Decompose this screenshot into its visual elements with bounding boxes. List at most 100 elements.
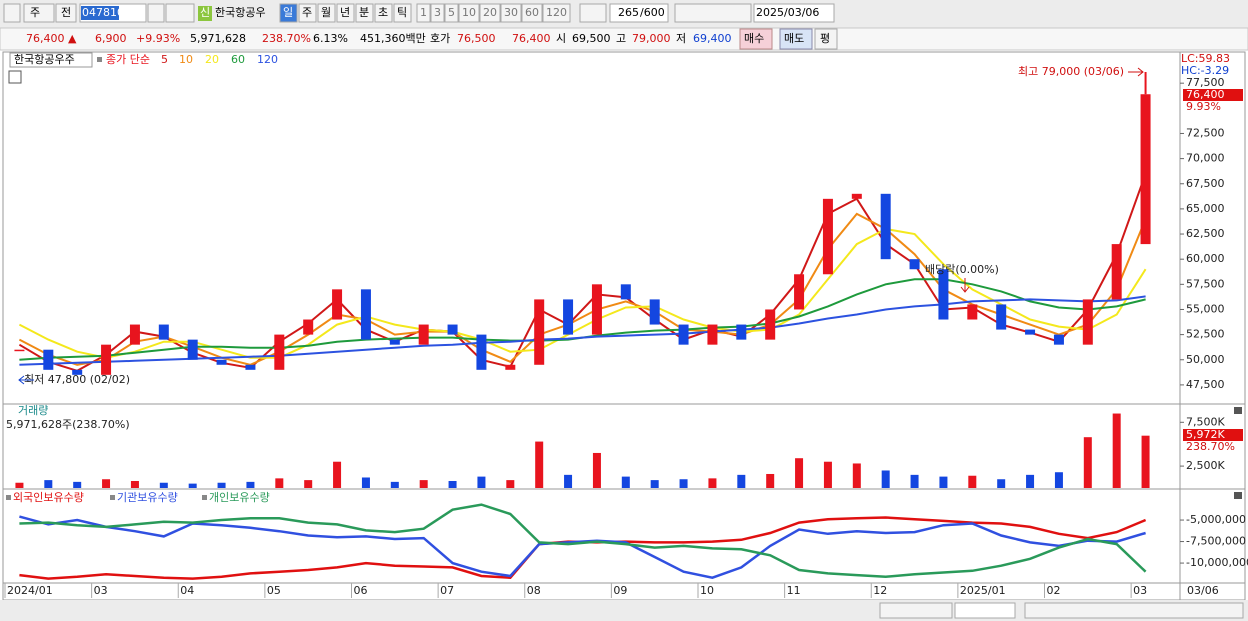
x-tick-label: 03: [94, 584, 108, 597]
interval-button[interactable]: [458, 3, 480, 23]
volume-bar: [73, 481, 82, 488]
legend-entry: 외국인보유수량: [13, 491, 84, 504]
volume-bar: [477, 476, 486, 488]
sound-button[interactable]: [165, 3, 195, 23]
period-button[interactable]: [279, 3, 298, 23]
quote-bid: 76,400: [512, 32, 551, 45]
quote-ask-label: 호가: [430, 32, 450, 45]
period-button[interactable]: [355, 3, 374, 23]
y-tick-label: 7,500K: [1186, 415, 1225, 428]
market-select[interactable]: [23, 3, 55, 23]
volume-bar: [506, 480, 515, 488]
candle: [534, 299, 545, 365]
period-button[interactable]: [298, 3, 317, 23]
candle: [418, 324, 429, 345]
quote-low: 69,400: [693, 32, 732, 45]
high-arrow: [1128, 67, 1144, 77]
volume-bar: [650, 480, 659, 488]
interval-button[interactable]: [542, 3, 571, 23]
sell-button[interactable]: [779, 28, 813, 50]
volume-bar: [1054, 472, 1063, 488]
candle: [1025, 329, 1036, 335]
period-button[interactable]: [336, 3, 355, 23]
volume-bar: [102, 479, 111, 488]
panel-close[interactable]: [1234, 492, 1242, 499]
period-button[interactable]: [317, 3, 336, 23]
series-line: [19, 515, 1146, 579]
candle: [678, 324, 689, 345]
y-tick-label: 65,000: [1186, 202, 1225, 215]
code-highlight: [81, 6, 119, 20]
period-button[interactable]: [393, 3, 412, 23]
volume-bar: [419, 480, 428, 488]
legend-marker: [202, 495, 207, 500]
legend-entry: 기관보유수량: [117, 491, 178, 504]
scroll-thumb[interactable]: [954, 602, 1016, 619]
volume-bar: [188, 483, 197, 488]
interval-button[interactable]: [430, 3, 445, 23]
last-volume: 5,972K: [1186, 428, 1225, 441]
volume-bar: [852, 463, 861, 488]
candle: [129, 324, 140, 345]
quote-open-label: 시: [556, 32, 566, 45]
interval-label: 1: [420, 6, 427, 19]
candle: [938, 269, 949, 320]
panel-close[interactable]: [1234, 407, 1242, 414]
volume-bar: [997, 479, 1006, 488]
legend-entry: 10: [179, 53, 193, 66]
period-label: 초: [378, 6, 388, 19]
search-button[interactable]: [147, 3, 165, 23]
dropdown[interactable]: [579, 3, 607, 23]
interval-button[interactable]: [444, 3, 459, 23]
x-tick-label: 12: [873, 584, 887, 597]
interval-button[interactable]: [479, 3, 501, 23]
legend-marker: [6, 495, 11, 500]
date-input[interactable]: [753, 3, 835, 23]
x-tick-label: 05: [267, 584, 281, 597]
menu-button[interactable]: [3, 3, 21, 23]
volume-bar: [968, 475, 977, 488]
interval-label: 60: [525, 6, 539, 19]
volume-bar: [390, 481, 399, 488]
quote-change-pct: +9.93%: [136, 32, 180, 45]
prev-button[interactable]: [55, 3, 77, 23]
volume-bar: [823, 461, 832, 488]
y-tick-label: 52,500: [1186, 328, 1225, 341]
period-label: 월: [321, 6, 331, 19]
interval-button[interactable]: [416, 3, 431, 23]
legend-entry: 120: [257, 53, 278, 66]
x-tick-label: 08: [527, 584, 541, 597]
candle: [389, 339, 400, 345]
y-tick-label: -10,000,000: [1186, 556, 1248, 569]
interval-label: 10: [462, 6, 476, 19]
tool-buttons[interactable]: [674, 3, 752, 23]
period-label: 분: [359, 6, 369, 19]
x-tick-label: 03: [1133, 584, 1147, 597]
volume-bar: [795, 458, 804, 488]
tool-icons[interactable]: [1024, 602, 1244, 619]
series-line: [19, 503, 1147, 579]
buy-button[interactable]: [739, 28, 773, 50]
volume-bar: [881, 470, 890, 488]
last-pct: 9.93%: [1186, 100, 1221, 113]
x-tick-label: 2025/01: [960, 584, 1006, 597]
settings-icon[interactable]: [8, 70, 22, 84]
y-tick-label: 50,000: [1186, 353, 1225, 366]
period-label: 일: [283, 5, 293, 19]
count-input[interactable]: [609, 3, 669, 23]
quote-bar: [0, 27, 1248, 51]
volume-bar: [1083, 437, 1092, 488]
x-tick-label: 02: [1047, 584, 1061, 597]
x-tick-label: 09: [613, 584, 627, 597]
quote-high: 79,000: [632, 32, 671, 45]
eval-button[interactable]: [814, 28, 838, 50]
period-button[interactable]: [374, 3, 393, 23]
candle: [620, 284, 631, 300]
volume-bar: [564, 474, 573, 488]
volume-bar: [130, 480, 139, 488]
interval-button[interactable]: [500, 3, 522, 23]
x-end-label: 03/06: [1187, 584, 1219, 597]
candle: [332, 289, 343, 320]
nav-buttons[interactable]: [879, 602, 953, 619]
interval-button[interactable]: [521, 3, 543, 23]
